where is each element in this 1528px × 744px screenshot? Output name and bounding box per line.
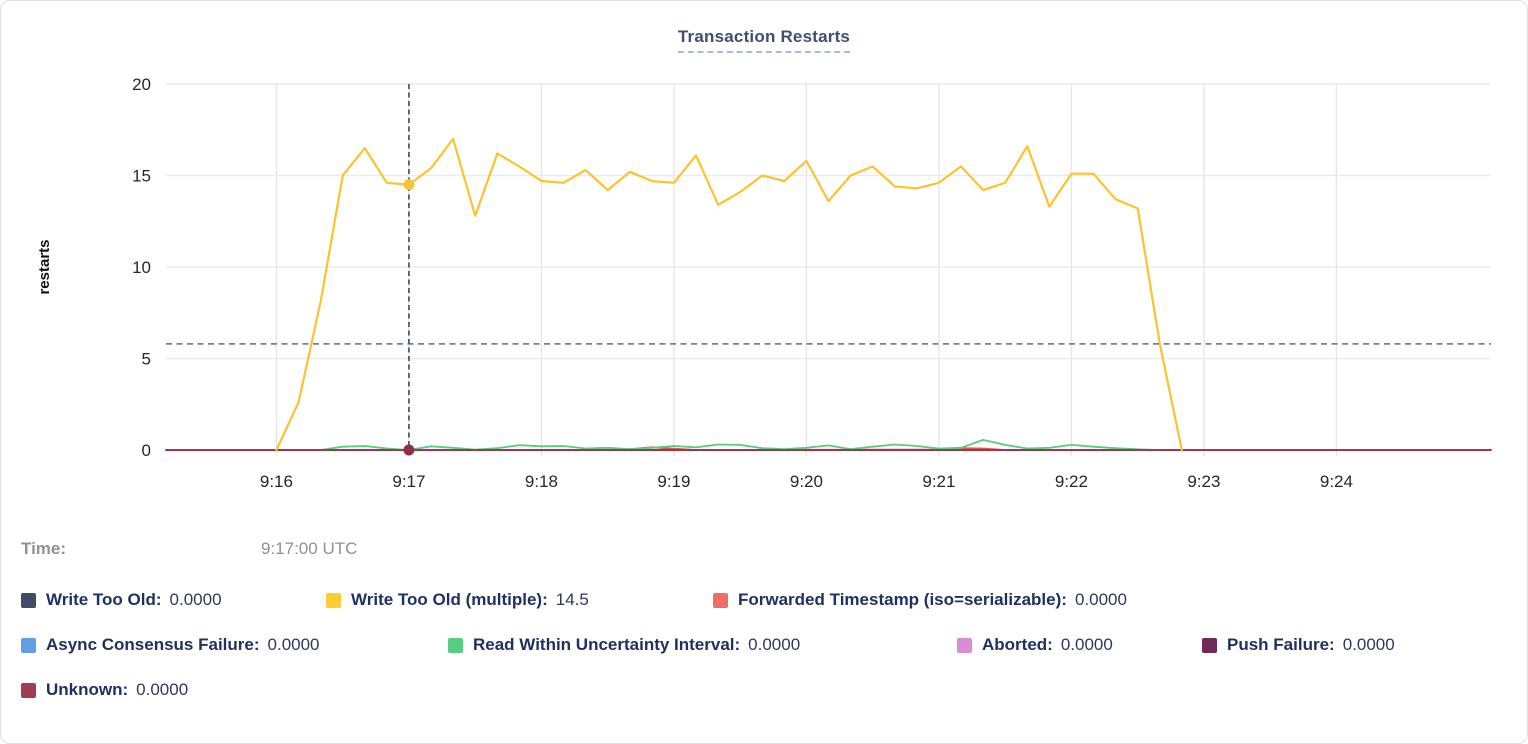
x-tick-label: 9:23: [1187, 472, 1220, 491]
legend-item-read-within-uncertainty-interval: Read Within Uncertainty Interval: 0.0000: [448, 635, 800, 655]
push-failure-swatch: [1202, 637, 1217, 653]
legend-row-2: Async Consensus Failure: 0.0000 Read Wit…: [1, 635, 1527, 659]
legend-value: 0.0000: [1074, 590, 1127, 609]
y-tick-label: 20: [132, 75, 151, 94]
x-tick-label: 9:16: [260, 472, 293, 491]
x-tick-label: 9:17: [392, 472, 425, 491]
legend-label: Push Failure:: [1227, 635, 1335, 654]
legend-label: Aborted:: [982, 635, 1053, 654]
gridlines: [166, 83, 1491, 456]
legend-label: Forwarded Timestamp (iso=serializable):: [738, 590, 1067, 609]
y-tick-label: 0: [142, 441, 151, 460]
legend-item-write-too-old: Write Too Old: 0.0000: [21, 590, 222, 610]
legend-label: Read Within Uncertainty Interval:: [473, 635, 741, 654]
legend-item-write-too-old-multiple: Write Too Old (multiple): 14.5: [326, 590, 589, 610]
y-tick-label: 5: [142, 350, 151, 369]
legend-item-aborted: Aborted: 0.0000: [957, 635, 1113, 655]
forwarded-timestamp-swatch: [713, 592, 728, 608]
x-tick-label: 9:24: [1320, 472, 1353, 491]
hover-point-highlighted: [403, 179, 415, 191]
transaction-restarts-chart[interactable]: 0 5 10 15 20 9:16 9:17 9:18 9:19 9:20 9:21 9:22 9:23…: [1, 1, 1528, 521]
write-too-old-swatch: [21, 592, 36, 608]
time-value: 9:17:00 UTC: [261, 539, 358, 558]
legend-value: 0.0000: [169, 590, 222, 609]
read-within-uncertainty-interval-swatch: [448, 637, 463, 653]
x-tick-label: 9:19: [657, 472, 690, 491]
aborted-swatch: [957, 637, 972, 653]
legend-label: Async Consensus Failure:: [46, 635, 260, 654]
hover-crosshair: [166, 84, 1491, 456]
legend-value: 0.0000: [267, 635, 320, 654]
hover-point-zero: [403, 444, 415, 456]
x-tick-label: 9:21: [922, 472, 955, 491]
legend-item-async-consensus-failure: Async Consensus Failure: 0.0000: [21, 635, 320, 655]
time-label: Time:: [21, 539, 67, 558]
legend-value: 0.0000: [136, 680, 189, 699]
y-tick-label: 10: [132, 258, 151, 277]
legend-item-push-failure: Push Failure: 0.0000: [1202, 635, 1395, 655]
hover-time-row: Time: 9:17:00 UTC: [1, 539, 1527, 563]
y-axis-title: restarts: [36, 239, 53, 294]
axis-labels: 0 5 10 15 20 9:16 9:17 9:18 9:19 9:20 9:21 9:22 9:23…: [36, 75, 1353, 491]
series-line-read-within-uncertainty-interval: [319, 438, 1161, 451]
x-tick-label: 9:22: [1055, 472, 1088, 491]
series-line-write-too-old-multiple: [275, 137, 1183, 452]
series-lines: [165, 137, 1492, 452]
chart-title[interactable]: Transaction Restarts: [677, 27, 851, 53]
async-consensus-failure-swatch: [21, 637, 36, 653]
legend-value: 0.0000: [748, 635, 801, 654]
legend-value: 14.5: [555, 590, 589, 609]
legend-value: 0.0000: [1342, 635, 1395, 654]
unknown-swatch: [21, 682, 36, 698]
x-tick-label: 9:18: [525, 472, 558, 491]
legend-item-unknown: Unknown: 0.0000: [21, 680, 188, 700]
legend-row-1: Write Too Old: 0.0000 Write Too Old (mul…: [1, 590, 1527, 614]
legend-label: Write Too Old (multiple):: [351, 590, 548, 609]
chart-title-row: Transaction Restarts: [1, 27, 1527, 53]
y-tick-label: 15: [132, 167, 151, 186]
legend-value: 0.0000: [1060, 635, 1113, 654]
write-too-old-multiple-swatch: [326, 592, 341, 608]
legend-label: Unknown:: [46, 680, 129, 699]
legend-label: Write Too Old:: [46, 590, 162, 609]
x-tick-label: 9:20: [790, 472, 823, 491]
legend-item-forwarded-timestamp: Forwarded Timestamp (iso=serializable): …: [713, 590, 1127, 610]
legend-row-3: Unknown: 0.0000: [1, 680, 1527, 704]
